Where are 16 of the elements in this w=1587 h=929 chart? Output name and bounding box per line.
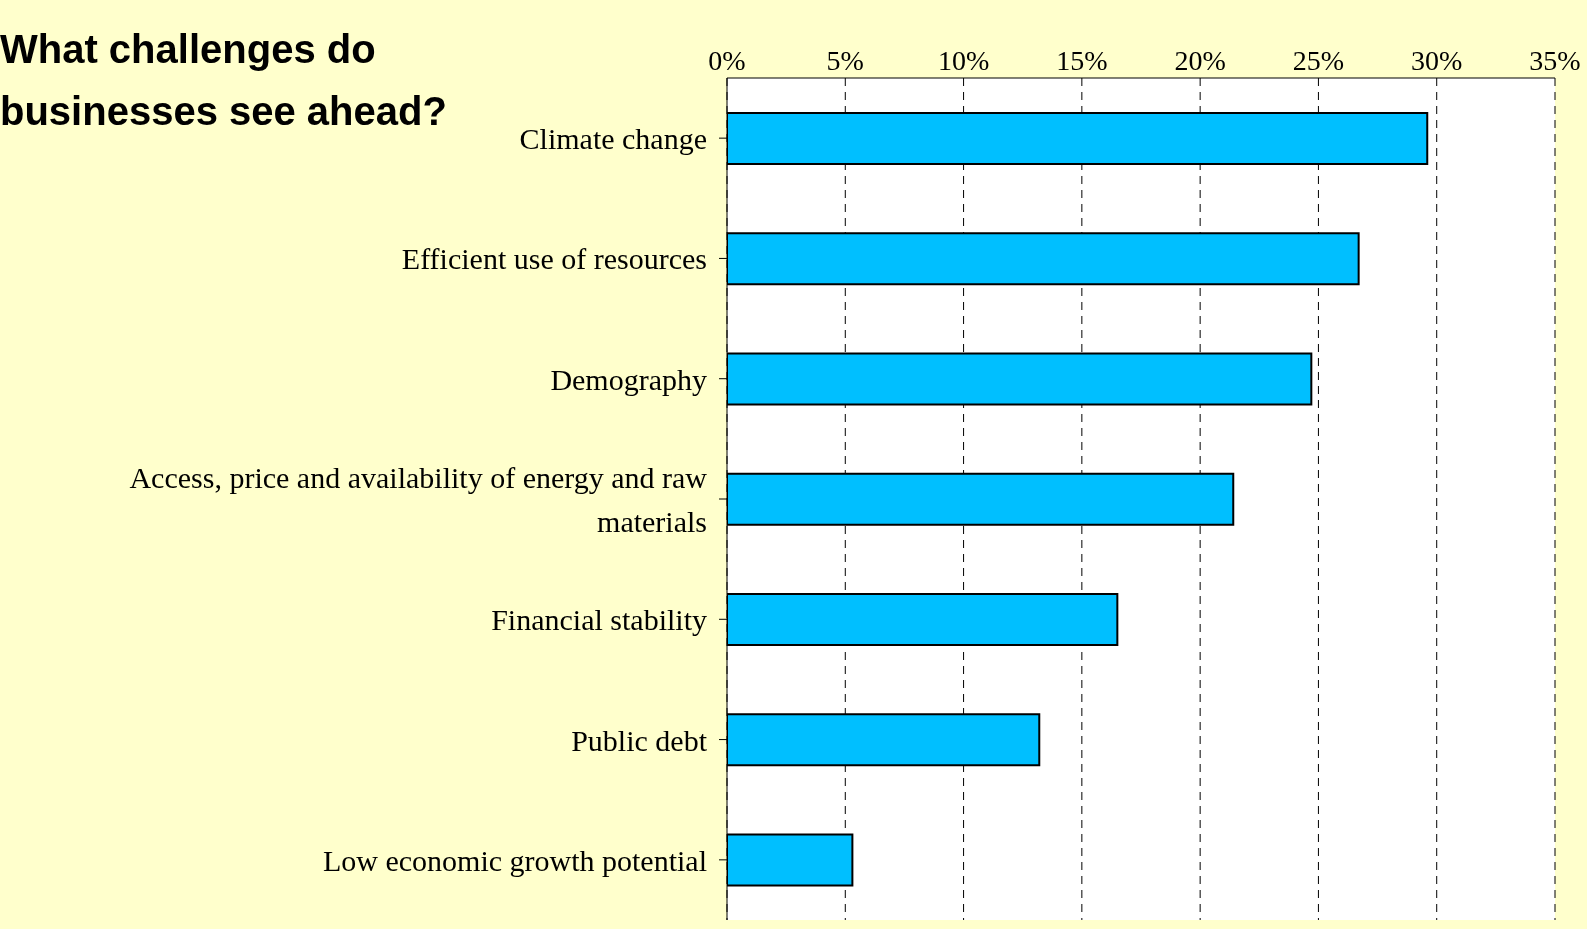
x-tick-label: 15% (1056, 45, 1108, 76)
y-tick-label: Low economic growth potential (322, 843, 707, 877)
x-tick-label: 0% (708, 45, 746, 76)
y-tick-label: Access, price and availability of energy and raw materials (129, 460, 708, 538)
y-tick-label: Public debt (571, 723, 708, 757)
x-tick-label: 30% (1411, 45, 1463, 76)
x-tick-label: 10% (937, 45, 990, 76)
y-tick-label: Financial stability (491, 602, 707, 636)
x-tick-label: 25% (1292, 45, 1345, 76)
y-tick-label: Climate change (519, 121, 707, 155)
y-tick-label: Demography (550, 362, 707, 396)
x-tick-label: 35% (1529, 45, 1581, 76)
x-tick-label: 20% (1174, 45, 1226, 76)
text: What challenges do businesses see ahead? (0, 26, 448, 135)
y-tick-label: Efficient use of resources (401, 241, 707, 275)
x-tick-label: 5% (826, 45, 864, 76)
